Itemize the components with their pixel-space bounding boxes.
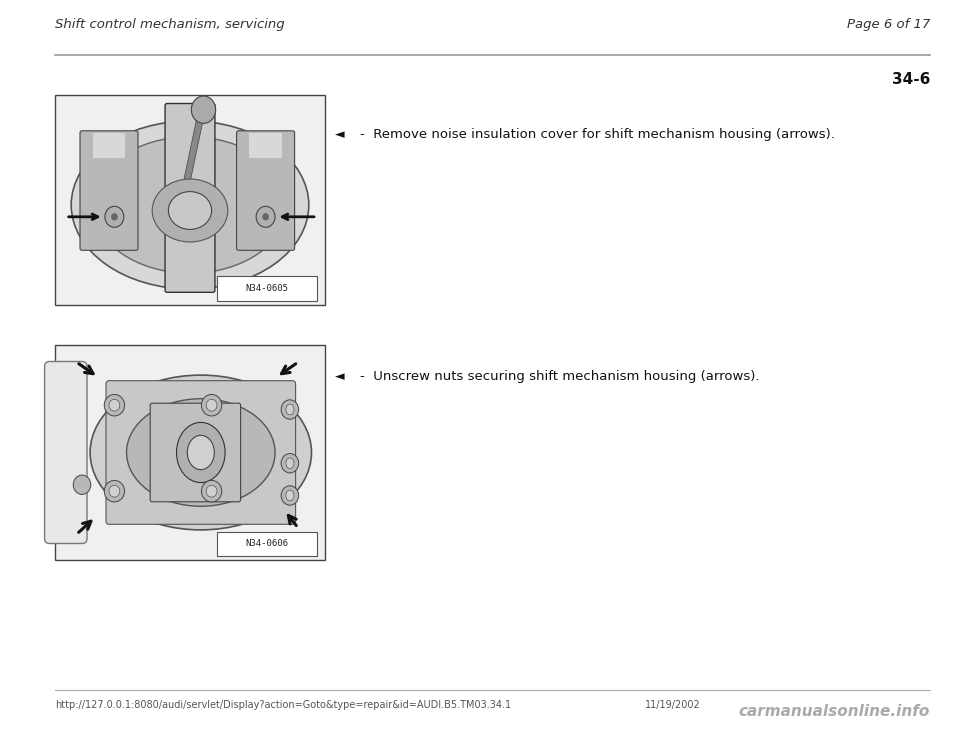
Bar <box>250 133 282 158</box>
Text: N34-0606: N34-0606 <box>246 539 288 548</box>
Text: -  Remove noise insulation cover for shift mechanism housing (arrows).: - Remove noise insulation cover for shif… <box>360 128 835 141</box>
Ellipse shape <box>281 400 299 419</box>
Text: Shift control mechanism, servicing: Shift control mechanism, servicing <box>55 18 284 31</box>
Ellipse shape <box>202 395 222 416</box>
Ellipse shape <box>256 206 276 227</box>
Ellipse shape <box>73 475 91 494</box>
FancyBboxPatch shape <box>80 131 138 250</box>
Ellipse shape <box>111 213 118 220</box>
Bar <box>217 532 317 556</box>
Bar <box>55 95 325 305</box>
Ellipse shape <box>93 137 287 273</box>
Bar <box>55 345 325 560</box>
Text: http://127.0.0.1:8080/audi/servlet/Display?action=Goto&type=repair&id=AUDI.B5.TM: http://127.0.0.1:8080/audi/servlet/Displ… <box>55 700 511 710</box>
Ellipse shape <box>286 404 294 415</box>
Ellipse shape <box>281 486 299 505</box>
Ellipse shape <box>127 398 276 506</box>
Ellipse shape <box>206 399 217 411</box>
Ellipse shape <box>206 485 217 497</box>
Text: ◄: ◄ <box>335 128 345 141</box>
Text: Page 6 of 17: Page 6 of 17 <box>847 18 930 31</box>
Ellipse shape <box>90 375 311 530</box>
Ellipse shape <box>105 206 124 227</box>
Ellipse shape <box>168 191 211 229</box>
Ellipse shape <box>191 96 216 123</box>
Text: carmanualsonline.info: carmanualsonline.info <box>738 704 930 719</box>
Ellipse shape <box>281 453 299 473</box>
FancyBboxPatch shape <box>150 403 241 502</box>
Text: 11/19/2002: 11/19/2002 <box>645 700 701 710</box>
Text: ◄: ◄ <box>335 370 345 383</box>
Ellipse shape <box>202 481 222 502</box>
Polygon shape <box>177 99 206 221</box>
Text: 34-6: 34-6 <box>892 72 930 87</box>
FancyBboxPatch shape <box>106 381 296 525</box>
Bar <box>217 275 317 301</box>
Ellipse shape <box>109 399 120 411</box>
Text: N34-0605: N34-0605 <box>246 283 288 292</box>
Ellipse shape <box>187 436 214 470</box>
Ellipse shape <box>105 395 125 416</box>
FancyBboxPatch shape <box>165 103 215 292</box>
Ellipse shape <box>71 121 309 289</box>
Ellipse shape <box>286 458 294 469</box>
Ellipse shape <box>286 490 294 501</box>
FancyBboxPatch shape <box>44 361 87 543</box>
Text: -  Unscrew nuts securing shift mechanism housing (arrows).: - Unscrew nuts securing shift mechanism … <box>360 370 759 383</box>
Ellipse shape <box>153 179 228 242</box>
Ellipse shape <box>262 213 269 220</box>
Bar <box>93 133 125 158</box>
Ellipse shape <box>177 422 225 482</box>
Ellipse shape <box>109 485 120 497</box>
FancyBboxPatch shape <box>236 131 295 250</box>
Ellipse shape <box>105 481 125 502</box>
